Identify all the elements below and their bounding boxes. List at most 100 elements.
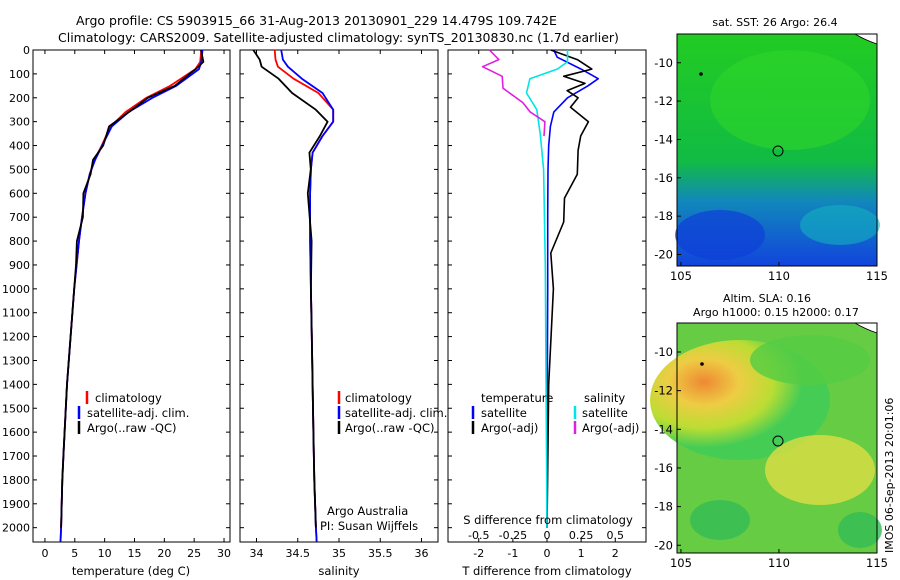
sla-patch bbox=[838, 512, 882, 548]
x-tick-label: -2 bbox=[473, 547, 484, 560]
legend-t-argo: Argo(-adj) bbox=[481, 421, 538, 435]
y-tick-label: 1600 bbox=[2, 426, 30, 439]
x-tick-label: 0 bbox=[41, 547, 48, 560]
map-y-tick-label: -20 bbox=[654, 247, 673, 261]
map-y-tick-label: -14 bbox=[654, 132, 673, 146]
map-y-tick-label: -12 bbox=[654, 384, 673, 398]
y-tick-label: 0 bbox=[23, 44, 30, 57]
series-line-salinity-argo-adj- bbox=[481, 49, 546, 137]
salinity-legend: climatology satellite-adj. clim. Argo(..… bbox=[320, 391, 447, 533]
header-line-2: Climatology: CARS2009. Satellite-adjuste… bbox=[58, 30, 619, 45]
s-tick-label: -0.25 bbox=[499, 529, 527, 542]
float-position-marker bbox=[772, 145, 784, 157]
legend-s-argo: Argo(-adj) bbox=[582, 421, 639, 435]
temperature-xlabel: temperature (deg C) bbox=[72, 564, 190, 578]
legend-s-satellite: satellite bbox=[582, 406, 628, 420]
map-x-tick-label: 110 bbox=[768, 269, 790, 283]
map-y-tick-label: -14 bbox=[654, 422, 673, 436]
legend-climatology: climatology bbox=[345, 391, 412, 405]
s-difference-ticks: -0.5 -0.25 0 0.25 0.5 bbox=[468, 529, 624, 542]
y-tick-label: 1400 bbox=[2, 378, 30, 391]
sst-patch bbox=[800, 205, 880, 245]
x-tick-label: 36 bbox=[415, 547, 429, 560]
legend-satellite-adj: satellite-adj. clim. bbox=[87, 406, 189, 420]
y-tick-label: 1300 bbox=[2, 354, 30, 367]
sst-cold-patch bbox=[675, 210, 765, 260]
series-line-climatology bbox=[273, 49, 335, 543]
map-x-tick-label: 115 bbox=[866, 556, 888, 570]
s-tick-label: 0 bbox=[544, 529, 551, 542]
series-line-temperature-satellite bbox=[546, 49, 600, 528]
map-y-tick-label: -18 bbox=[654, 209, 673, 223]
sst-patch bbox=[710, 50, 870, 150]
timestamp-footer: IMOS 06-Sep-2013 20:01:06 bbox=[883, 398, 896, 553]
sst-map-axes: 105 110 115 -10 -12 -14 -16 -18 -20 bbox=[654, 56, 888, 283]
y-tick-label: 700 bbox=[9, 211, 30, 224]
island-marker bbox=[699, 72, 703, 76]
y-tick-label: 300 bbox=[9, 116, 30, 129]
s-tick-label: 0.5 bbox=[607, 529, 625, 542]
difference-legend: temperature satellite Argo(-adj) salinit… bbox=[471, 391, 639, 435]
x-tick-label: 0 bbox=[544, 547, 551, 560]
map-y-tick-label: -10 bbox=[654, 345, 673, 359]
map-y-tick-label: -20 bbox=[654, 538, 673, 552]
sst-map-title: sat. SST: 26 Argo: 26.4 bbox=[712, 16, 837, 29]
y-tick-label: 1100 bbox=[2, 307, 30, 320]
map-x-tick-label: 110 bbox=[768, 556, 790, 570]
x-tick-label: 5 bbox=[71, 547, 78, 560]
difference-axes: -2 -1 0 1 2 bbox=[448, 49, 646, 560]
header-line-1: Argo profile: CS 5903915_66 31-Aug-2013 … bbox=[76, 13, 557, 28]
x-tick-label: 15 bbox=[127, 547, 141, 560]
s-tick-label: -0.5 bbox=[468, 529, 489, 542]
y-tick-label: 2000 bbox=[2, 522, 30, 535]
map-y-tick-label: -10 bbox=[654, 56, 673, 70]
profile-lines bbox=[59, 49, 600, 543]
x-tick-label: 35 bbox=[332, 547, 346, 560]
x-tick-label: 20 bbox=[157, 547, 171, 560]
sla-map-title-1: Altim. SLA: 0.16 bbox=[723, 292, 811, 305]
legend-t-satellite: satellite bbox=[481, 406, 527, 420]
salinity-panel-frame bbox=[239, 49, 439, 543]
x-tick-label: -1 bbox=[507, 547, 518, 560]
sla-map-axes: 105 110 115 -10 -12 -14 -16 -18 -20 bbox=[654, 345, 888, 570]
sla-map-title-2: Argo h1000: 0.15 h2000: 0.17 bbox=[693, 306, 859, 319]
y-tick-label: 1800 bbox=[2, 474, 30, 487]
series-line-climatology bbox=[59, 49, 203, 543]
x-tick-label: 2 bbox=[612, 547, 619, 560]
map-y-tick-label: -18 bbox=[654, 500, 673, 514]
map-y-tick-label: -12 bbox=[654, 94, 673, 108]
legend-temperature-title: temperature bbox=[481, 391, 553, 405]
series-line-satellite-adj-clim- bbox=[280, 49, 335, 543]
sla-patch bbox=[750, 335, 870, 385]
series-line-argo-raw-qc- bbox=[60, 49, 205, 528]
s-tick-label: 0.25 bbox=[569, 529, 594, 542]
y-tick-label: 1700 bbox=[2, 450, 30, 463]
map-y-tick-label: -16 bbox=[654, 171, 673, 185]
y-tick-label: 1000 bbox=[2, 283, 30, 296]
salinity-axes: 34 34.5 35 35.5 36 bbox=[240, 49, 438, 560]
map-x-tick-label: 105 bbox=[670, 269, 692, 283]
y-tick-label: 800 bbox=[9, 235, 30, 248]
map-x-tick-label: 115 bbox=[866, 269, 888, 283]
s-difference-label: S difference from climatology bbox=[463, 513, 633, 527]
map-x-tick-label: 105 bbox=[670, 556, 692, 570]
y-tick-label: 1200 bbox=[2, 331, 30, 344]
y-tick-label: 1900 bbox=[2, 498, 30, 511]
island-marker bbox=[700, 362, 704, 366]
x-tick-label: 35.5 bbox=[368, 547, 393, 560]
series-line-satellite-adj-clim- bbox=[59, 49, 204, 543]
sla-patch bbox=[765, 435, 875, 505]
legend-satellite-adj: satellite-adj. clim. bbox=[345, 406, 447, 420]
x-tick-label: 30 bbox=[217, 547, 231, 560]
t-difference-xlabel: T difference from climatology bbox=[461, 564, 632, 578]
x-tick-label: 25 bbox=[187, 547, 201, 560]
sla-patch bbox=[690, 500, 750, 540]
temperature-legend: climatology satellite-adj. clim. Argo(..… bbox=[77, 391, 189, 435]
pi-note: PI: Susan Wijffels bbox=[320, 519, 418, 533]
source-note: Argo Australia bbox=[327, 504, 408, 518]
map-y-tick-label: -16 bbox=[654, 461, 673, 475]
y-tick-label: 600 bbox=[9, 187, 30, 200]
x-tick-label: 1 bbox=[578, 547, 585, 560]
legend-argo: Argo(..raw -QC) bbox=[87, 421, 177, 435]
